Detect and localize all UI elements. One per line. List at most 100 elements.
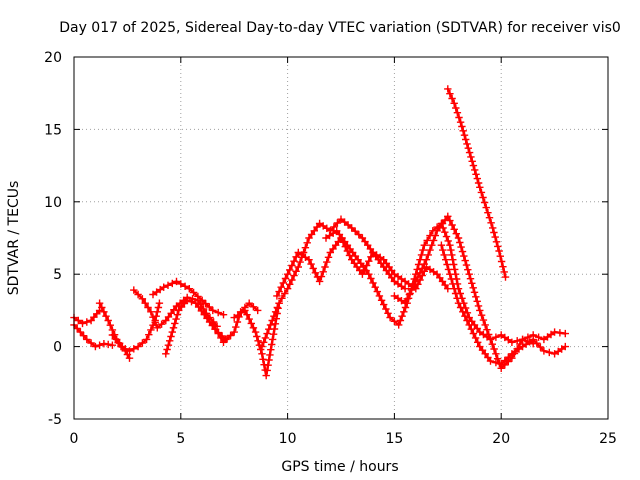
data-point-marker [263, 329, 271, 338]
data-point-marker [95, 299, 104, 307]
data-point-marker [447, 275, 456, 283]
data-point-marker [167, 332, 175, 341]
data-point-marker [493, 355, 502, 363]
data-point-marker [443, 260, 451, 269]
data-point-marker [164, 281, 172, 289]
data-point-marker [155, 299, 164, 307]
data-point-marker [296, 258, 304, 266]
data-point-marker [468, 157, 476, 165]
data-point-marker [401, 285, 409, 293]
x-tick-label: 20 [492, 431, 510, 447]
data-point-marker [108, 331, 117, 339]
data-point-marker [367, 253, 375, 261]
data-point-marker [485, 214, 494, 222]
data-point-marker [418, 264, 426, 273]
data-point-marker [286, 280, 294, 288]
data-point-marker [315, 277, 324, 286]
data-point-marker [492, 350, 500, 358]
data-point-marker [365, 270, 373, 278]
data-series [70, 85, 569, 380]
data-point-marker [448, 94, 456, 103]
data-point-marker [333, 219, 342, 227]
data-point-marker [245, 299, 253, 307]
data-point-marker [431, 231, 439, 240]
data-point-marker [265, 325, 273, 333]
data-point-marker [74, 316, 82, 325]
data-point-marker [87, 339, 95, 347]
data-point-marker [149, 313, 157, 321]
data-point-marker [373, 287, 381, 296]
data-point-marker [249, 324, 258, 332]
data-point-marker [473, 174, 481, 183]
data-point-marker [496, 252, 504, 260]
data-point-marker [524, 333, 532, 341]
data-point-marker [477, 311, 486, 319]
data-point-marker [337, 215, 345, 223]
data-point-marker [504, 353, 512, 361]
data-point-marker [98, 303, 106, 312]
data-point-marker [288, 276, 296, 284]
data-point-marker [461, 312, 469, 320]
data-point-marker [472, 293, 480, 301]
data-point-marker [254, 337, 262, 345]
data-point-marker [467, 325, 475, 333]
x-tick-label: 10 [279, 431, 297, 447]
data-point-marker [271, 308, 280, 316]
data-point-marker [481, 321, 489, 329]
data-point-marker [269, 330, 278, 338]
data-point-marker [462, 261, 471, 269]
data-point-marker [390, 317, 399, 325]
data-point-marker [183, 296, 191, 304]
data-point-marker [348, 224, 356, 232]
data-point-marker [172, 302, 181, 310]
data-point-marker [147, 308, 155, 316]
data-point-marker [205, 303, 213, 311]
data-point-marker [288, 261, 296, 270]
data-point-marker [472, 170, 480, 178]
data-point-marker [444, 237, 452, 245]
data-point-marker [533, 339, 541, 347]
data-point-marker [138, 339, 147, 347]
data-point-marker [292, 267, 300, 275]
data-point-marker [153, 324, 161, 332]
data-point-marker [426, 246, 434, 254]
x-tick-label: 15 [385, 431, 403, 447]
data-point-marker [419, 246, 427, 254]
data-point-marker [486, 335, 495, 344]
data-point-marker [420, 241, 428, 249]
data-point-marker [441, 228, 449, 236]
data-point-marker [412, 277, 420, 286]
data-point-marker [456, 118, 465, 126]
data-point-marker [494, 242, 502, 251]
data-point-marker [495, 247, 503, 255]
data-point-marker [491, 233, 499, 241]
data-point-marker [292, 253, 300, 261]
data-point-marker [90, 313, 98, 321]
data-point-marker [275, 299, 283, 307]
data-point-marker [536, 343, 545, 351]
data-point-marker [489, 224, 497, 232]
data-point-marker [440, 251, 448, 259]
data-point-marker [416, 256, 424, 264]
data-point-marker [470, 288, 479, 296]
data-point-marker [162, 350, 170, 358]
data-point-marker [405, 290, 414, 299]
data-point-marker [164, 341, 173, 349]
data-point-marker [100, 308, 108, 316]
data-point-marker [211, 325, 220, 333]
data-point-marker [226, 331, 235, 340]
data-point-marker [457, 243, 465, 251]
data-point-marker [233, 318, 242, 326]
data-point-marker [469, 284, 477, 292]
data-point-marker [241, 306, 249, 315]
data-point-marker [321, 263, 329, 271]
data-point-marker [209, 321, 217, 329]
data-point-marker [102, 312, 110, 320]
data-point-marker [273, 303, 281, 312]
data-point-marker [428, 241, 436, 249]
data-point-marker [121, 345, 129, 353]
data-point-marker [267, 346, 275, 354]
data-point-marker [266, 351, 274, 359]
data-point-marker [251, 328, 260, 336]
data-point-marker [446, 241, 454, 249]
